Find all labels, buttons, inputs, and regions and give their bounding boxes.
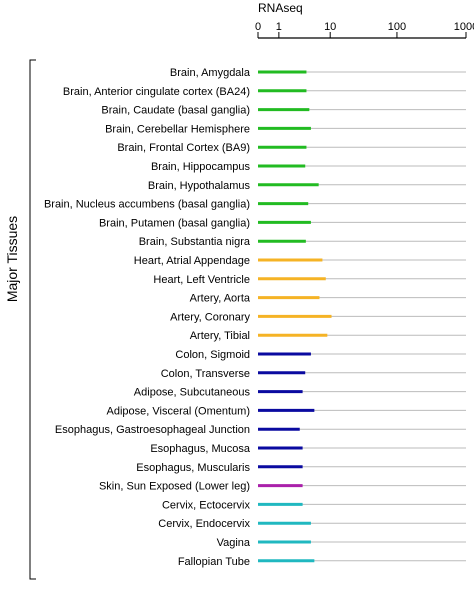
group-title: Major Tissues — [4, 216, 20, 302]
row-label: Artery, Tibial — [190, 330, 250, 342]
row-label: Brain, Frontal Cortex (BA9) — [117, 142, 250, 154]
x-tick-label: 100 — [388, 21, 406, 33]
x-tick-label: 0 — [255, 21, 261, 33]
row-label: Fallopian Tube — [178, 556, 250, 568]
row-label: Esophagus, Muscularis — [136, 462, 250, 474]
row-label: Adipose, Subcutaneous — [134, 387, 251, 399]
row-label: Brain, Substantia nigra — [139, 236, 251, 248]
row-label: Brain, Hippocampus — [151, 161, 251, 173]
row-label: Colon, Transverse — [161, 368, 250, 380]
row-label: Colon, Sigmoid — [175, 349, 250, 361]
row-label: Brain, Putamen (basal ganglia) — [99, 217, 250, 229]
row-label: Brain, Caudate (basal ganglia) — [101, 105, 250, 117]
row-label: Brain, Hypothalamus — [148, 180, 251, 192]
row-label: Brain, Cerebellar Hemisphere — [105, 123, 250, 135]
row-label: Esophagus, Mucosa — [150, 443, 251, 455]
group-bracket — [29, 59, 36, 580]
x-tick-label: 1000 — [454, 21, 474, 33]
row-label: Cervix, Endocervix — [158, 518, 250, 530]
row-label: Artery, Coronary — [170, 311, 250, 323]
x-axis: 0 1 10 100 1000 — [255, 21, 474, 39]
row-label: Adipose, Visceral (Omentum) — [107, 405, 250, 417]
x-axis-title: RNAseq — [258, 1, 303, 15]
row-label: Cervix, Ectocervix — [162, 499, 251, 511]
row-label: Brain, Anterior cingulate cortex (BA24) — [63, 86, 250, 98]
row-label: Heart, Atrial Appendage — [134, 255, 250, 267]
row-label: Vagina — [217, 537, 251, 549]
row-label: Brain, Nucleus accumbens (basal ganglia) — [44, 199, 250, 211]
row-label: Artery, Aorta — [190, 293, 251, 305]
bar-rows: Brain, Amygdala Brain, Anterior cingulate… — [44, 67, 466, 568]
x-tick-label: 10 — [324, 21, 336, 33]
row-label: Heart, Left Ventricle — [153, 274, 250, 286]
row-label: Skin, Sun Exposed (Lower leg) — [99, 481, 250, 493]
row-label: Esophagus, Gastroesophageal Junction — [55, 424, 250, 436]
x-tick-label: 1 — [276, 21, 282, 33]
row-label: Brain, Amygdala — [170, 67, 251, 79]
